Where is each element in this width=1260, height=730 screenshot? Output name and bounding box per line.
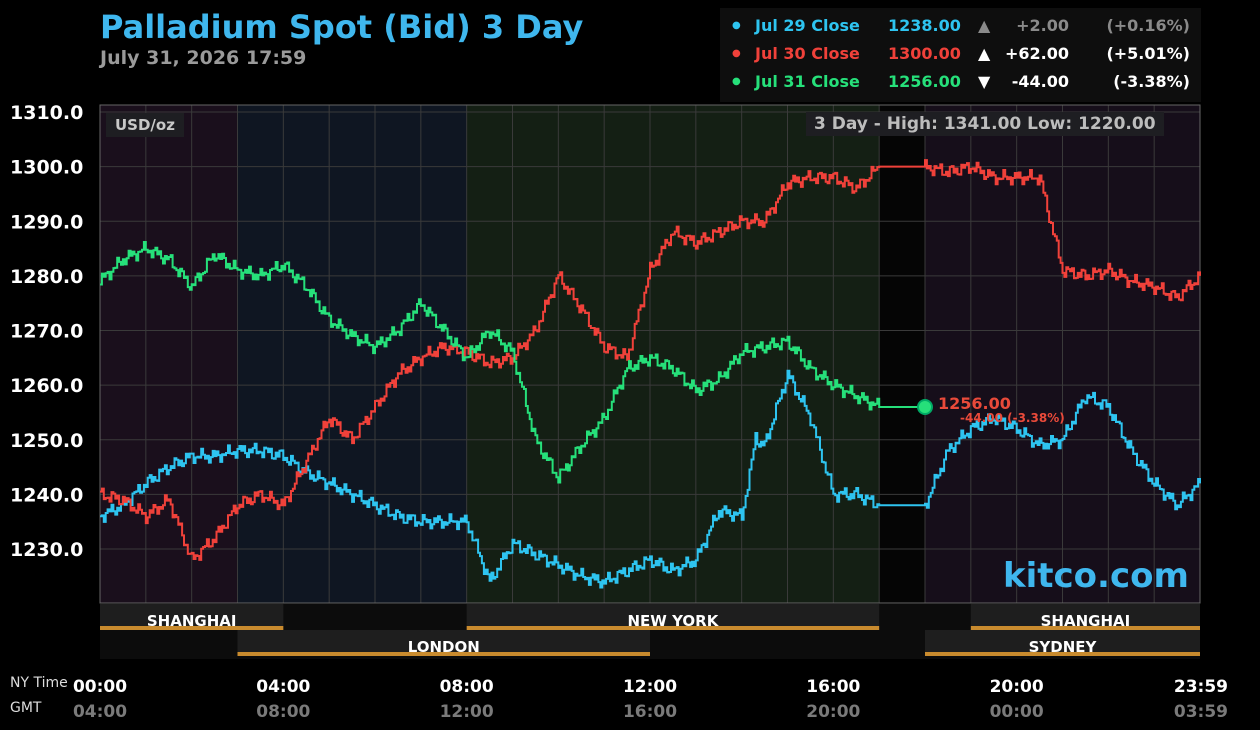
x-tick-label: 23:59 — [1174, 677, 1228, 697]
session-underline — [925, 652, 1200, 656]
gmt-axis-title: GMT — [10, 700, 42, 716]
plot-border — [99, 104, 1201, 604]
down-arrow-icon: ▼ — [978, 72, 991, 91]
legend-series-value: 1238.00 — [888, 16, 961, 35]
y-tick-label: 1310.0 — [10, 102, 83, 124]
x-tick-label: 16:00 — [806, 677, 860, 697]
axes: 1310.0 1300.0 1290.0 1280.0 1270.0 1260.0 1250… — [10, 102, 1228, 722]
y-tick-label: 1240.0 — [10, 484, 83, 506]
chart-title: Palladium Spot (Bid) 3 Day — [100, 8, 584, 46]
x-tick-label: 08:00 — [440, 677, 494, 697]
series-dot-icon: ● — [732, 76, 741, 87]
x-tick-label-gmt: 08:00 — [256, 702, 310, 722]
series-line-jul-29-close — [100, 369, 1201, 589]
legend-change: +2.00 — [1016, 16, 1069, 35]
x-tick-label: 20:00 — [990, 677, 1044, 697]
session-label: LONDON — [408, 638, 480, 656]
unit-label: USD/oz — [106, 113, 184, 137]
legend-change-pct: (+5.01%) — [1106, 44, 1190, 63]
y-tick-label: 1280.0 — [10, 266, 83, 288]
session-underline — [237, 652, 650, 656]
brand-watermark: kitco.com — [1003, 556, 1189, 596]
y-tick-label: 1260.0 — [10, 375, 83, 397]
legend-series-name: Jul 29 Close — [755, 16, 860, 35]
session-underline — [970, 626, 1200, 630]
current-price-label: 1256.00 — [938, 394, 1011, 413]
closed-session-bg — [879, 105, 925, 603]
legend-row-jul30[interactable]: ● Jul 30 Close 1300.00 ▲ +62.00 (+5.01%) — [720, 42, 1201, 68]
legend-series-name: Jul 30 Close — [755, 44, 860, 63]
x-tick-label-gmt: 00:00 — [990, 702, 1044, 722]
session-block — [466, 604, 880, 626]
legend-change: -44.00 — [1011, 72, 1069, 91]
x-tick-label-gmt: 20:00 — [806, 702, 860, 722]
session-label: SHANGHAI — [147, 612, 237, 630]
x-tick-label-gmt: 03:59 — [1174, 702, 1228, 722]
legend-series-value: 1300.00 — [888, 44, 961, 63]
series-dot-icon: ● — [732, 48, 741, 59]
x-tick-label-gmt: 04:00 — [73, 702, 127, 722]
session-block — [970, 604, 1200, 626]
session-block — [925, 630, 1200, 652]
session-block — [237, 630, 650, 652]
current-price-marker — [917, 398, 933, 415]
y-tick-label: 1230.0 — [10, 539, 83, 561]
legend-row-jul29[interactable]: ● Jul 29 Close 1238.00 ▲ +2.00 (+0.16%) — [720, 14, 1201, 40]
series-lines — [100, 159, 1201, 589]
chart-timestamp: July 31, 2026 17:59 — [100, 47, 307, 69]
newyork-session-bg — [466, 105, 880, 603]
up-arrow-icon: ▲ — [978, 44, 991, 63]
high-low-summary: 3 Day - High: 1341.00 Low: 1220.00 — [806, 112, 1164, 136]
y-tick-label: 1270.0 — [10, 321, 83, 343]
ny-time-axis-title: NY Time — [10, 675, 68, 691]
legend-series-name: Jul 31 Close — [755, 72, 860, 91]
session-label: SYDNEY — [1029, 638, 1098, 656]
session-label: SHANGHAI — [1041, 612, 1131, 630]
x-tick-label: 12:00 — [623, 677, 677, 697]
session-block — [100, 604, 284, 626]
legend-change-pct: (-3.38%) — [1113, 72, 1190, 91]
series-line-jul-30-close — [100, 159, 1201, 561]
session-label: NEW YORK — [628, 612, 720, 630]
asia-session-bg — [100, 105, 238, 603]
current-change-label: -44.00 (-3.38%) — [960, 411, 1065, 425]
legend-change-pct: (+0.16%) — [1106, 16, 1190, 35]
legend-change: +62.00 — [1004, 44, 1069, 63]
y-tick-label: 1290.0 — [10, 211, 83, 233]
legend-row-jul31[interactable]: ● Jul 31 Close 1256.00 ▼ -44.00 (-3.38%) — [720, 70, 1201, 96]
legend: ● Jul 29 Close 1238.00 ▲ +2.00 (+0.16%) … — [720, 8, 1201, 102]
x-tick-label-gmt: 12:00 — [440, 702, 494, 722]
session-underline — [100, 626, 284, 630]
x-tick-label: 00:00 — [73, 677, 127, 697]
x-tick-label-gmt: 16:00 — [623, 702, 677, 722]
y-tick-label: 1300.0 — [10, 157, 83, 179]
x-tick-label: 04:00 — [256, 677, 310, 697]
y-tick-label: 1250.0 — [10, 430, 83, 452]
up-arrow-icon: ▲ — [978, 16, 991, 35]
session-bars: SHANGHAI NEW YORK SHANGHAI LONDON SYDNEY — [100, 604, 1200, 659]
legend-series-value: 1256.00 — [888, 72, 961, 91]
series-line-jul-31-close — [100, 241, 925, 484]
session-underline — [466, 626, 880, 630]
series-dot-icon: ● — [732, 20, 741, 31]
